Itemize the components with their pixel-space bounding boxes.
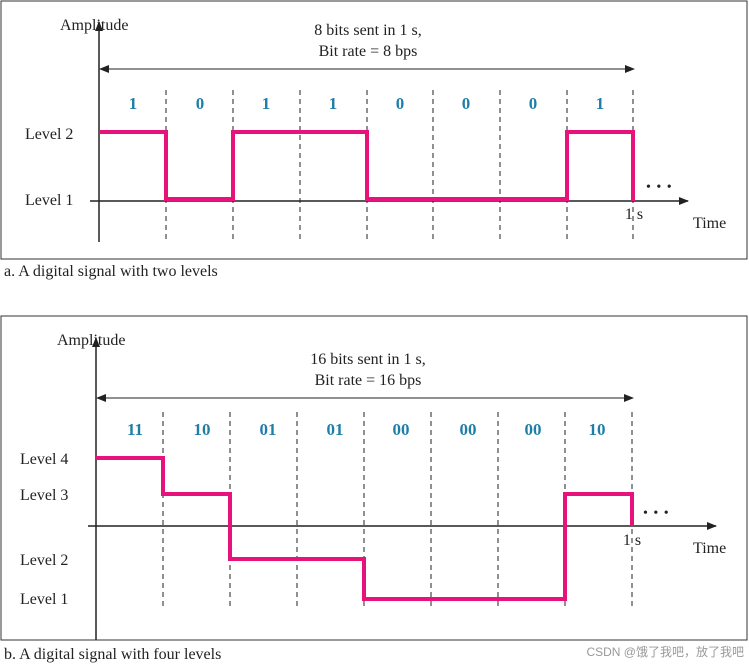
panel-b-signal-waveform [96, 456, 634, 601]
panel-a-signal-waveform [99, 130, 635, 201]
panel-a-ellipsis: • • • [646, 180, 673, 195]
panel-a-frame [0, 0, 748, 260]
panel-a-bit-5: 0 [396, 94, 405, 113]
panel-b-level-4-label: Level 4 [20, 451, 68, 468]
panel-b-header-line2: Bit rate = 16 bps [315, 372, 422, 389]
panel-a-bit-8: 1 [596, 94, 605, 113]
panel-a-bit-4: 1 [329, 94, 338, 113]
panel-a-bit-6: 0 [462, 94, 471, 113]
panel-b: Amplitude Time 16 bits sent in 1 s, Bit … [0, 315, 748, 641]
panel-a-one-second-tick: 1 s [625, 206, 643, 223]
panel-a-bit-2: 0 [196, 94, 205, 113]
panel-a-header-line1: 8 bits sent in 1 s, [314, 22, 422, 39]
panel-b-dibit-6: 00 [460, 420, 477, 439]
panel-b-dibit-2: 10 [194, 420, 211, 439]
panel-b-bit-boundaries [162, 412, 633, 610]
panel-b-ellipsis: • • • [643, 506, 670, 521]
panel-a-bit-3: 1 [262, 94, 271, 113]
panel-b-dibit-1: 11 [127, 420, 143, 439]
panel-a-amplitude-label: Amplitude [60, 17, 128, 34]
panel-a-bit-7: 0 [529, 94, 538, 113]
panel-b-level-3-label: Level 3 [20, 487, 68, 504]
panel-b-dibit-4: 01 [327, 420, 344, 439]
panel-b-dibit-8: 10 [589, 420, 606, 439]
panel-a-header-line2: Bit rate = 8 bps [319, 43, 418, 60]
panel-b-frame [0, 315, 748, 641]
panel-a: Amplitude Time 8 bits sent in 1 s, Bit r… [0, 0, 748, 260]
panel-b-dibit-3: 01 [260, 420, 277, 439]
panel-b-dibit-5: 00 [393, 420, 410, 439]
panel-b-amplitude-label: Amplitude [57, 332, 125, 349]
panel-a-caption: a. A digital signal with two levels [4, 263, 218, 280]
panel-b-one-second-tick: 1 s [623, 532, 641, 549]
panel-b-level-1-label: Level 1 [20, 591, 68, 608]
watermark: CSDN @饿了我吧，放了我吧 [586, 644, 744, 659]
panel-b-time-label: Time [693, 540, 726, 557]
panel-a-time-label: Time [693, 215, 726, 232]
panel-a-level-2-label: Level 2 [25, 126, 73, 143]
panel-a-bit-1: 1 [129, 94, 138, 113]
panel-a-level-1-label: Level 1 [25, 192, 73, 209]
panel-b-header-line1: 16 bits sent in 1 s, [310, 351, 426, 368]
panel-b-dibit-7: 00 [525, 420, 542, 439]
panel-b-caption: b. A digital signal with four levels [4, 646, 221, 663]
panel-b-level-2-label: Level 2 [20, 552, 68, 569]
